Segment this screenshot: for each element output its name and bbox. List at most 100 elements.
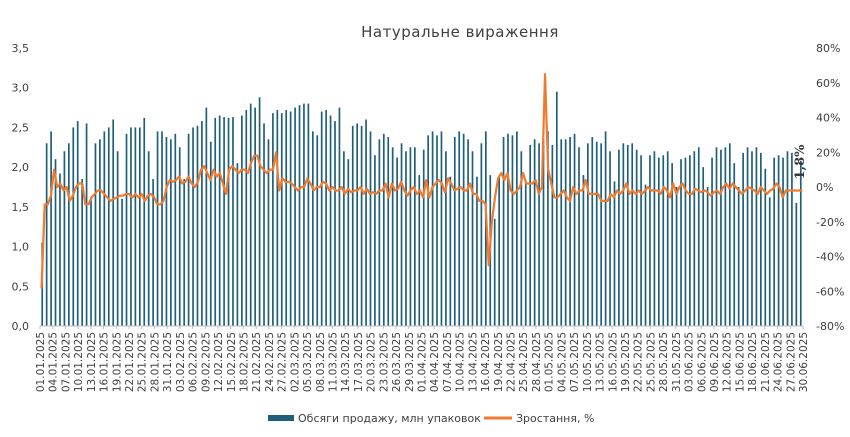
bar (777, 155, 780, 326)
bar (564, 139, 567, 326)
bar (418, 175, 421, 326)
growth-line (40, 72, 803, 289)
x-tick-label: 29.03.2025 (404, 332, 416, 392)
x-tick-label: 05.03.2025 (302, 332, 314, 392)
bar (334, 121, 336, 326)
bar (329, 115, 332, 326)
bar (156, 131, 159, 326)
bar (294, 107, 296, 326)
bar (737, 187, 740, 326)
bar (720, 149, 722, 326)
x-tick-label: 03.02.2025 (175, 332, 187, 392)
bar (209, 141, 212, 326)
bar (445, 151, 447, 326)
y2-tick-label: 60% (816, 77, 840, 90)
bar (689, 155, 691, 326)
bar (369, 131, 372, 326)
bar (657, 157, 660, 326)
bar (555, 91, 558, 326)
bar (374, 155, 376, 326)
x-tick-label: 21.06.2025 (760, 332, 772, 392)
x-tick-label: 19.05.2025 (620, 332, 632, 392)
bar-series (41, 91, 802, 327)
bar (161, 131, 163, 326)
bar (391, 147, 394, 326)
x-tick-label: 10.01.2025 (73, 332, 85, 392)
bar (600, 143, 603, 326)
bar (702, 167, 705, 326)
bar (347, 159, 350, 326)
x-tick-label: 17.03.2025 (353, 332, 365, 392)
x-tick-label: 21.02.2025 (251, 332, 263, 392)
bar (693, 151, 696, 326)
bar (587, 143, 589, 326)
bar (245, 109, 248, 326)
x-tick-label: 09.06.2025 (709, 332, 721, 392)
bar (795, 202, 798, 326)
legend-label-bar: Обсяги продажу, млн упаковок (298, 412, 481, 425)
x-tick-label: 20.03.2025 (366, 332, 378, 392)
y2-tick-label: -20% (816, 216, 844, 229)
bar (76, 121, 79, 326)
x-tick-label: 28.05.2025 (658, 332, 670, 392)
x-tick-label: 01.01.2025 (35, 332, 47, 392)
bar (578, 147, 580, 326)
bar (285, 109, 288, 326)
bar (799, 160, 802, 326)
legend: Обсяги продажу, млн упаковок Зростання, … (268, 412, 594, 425)
bar (751, 151, 753, 326)
bar (387, 136, 390, 326)
x-tick-label: 07.01.2025 (60, 332, 72, 392)
bar (382, 133, 385, 326)
bar (760, 152, 762, 326)
bar (560, 139, 563, 326)
bar (72, 127, 75, 327)
x-tick-label: 14.03.2025 (340, 332, 352, 392)
bar (613, 181, 616, 326)
x-tick-label: 02.03.2025 (289, 332, 301, 392)
x-tick-label: 28.04.2025 (531, 332, 543, 392)
bar (267, 139, 270, 326)
bar (303, 103, 305, 326)
bar (498, 176, 500, 326)
y2-tick-label: -40% (816, 251, 844, 264)
bar (773, 157, 776, 326)
x-tick-label: 27.02.2025 (277, 332, 289, 392)
bar (493, 218, 496, 326)
bar (63, 151, 66, 326)
y-tick-label: 1,0 (12, 241, 30, 254)
x-tick-label: 30.06.2025 (798, 332, 810, 392)
x-tick-label: 16.04.2025 (480, 332, 492, 392)
x-tick-label: 04.04.2025 (429, 332, 441, 392)
bar (746, 147, 749, 326)
bar (85, 123, 88, 327)
x-tick-label: 16.05.2025 (607, 332, 619, 392)
bar (90, 198, 92, 326)
x-tick-label: 31.05.2025 (671, 332, 683, 392)
y2-tick-label: 80% (816, 42, 840, 55)
bar (768, 197, 771, 326)
x-tick-label: 12.02.2025 (213, 332, 225, 392)
x-axis: 01.01.2025 04.01.2025 07.01.2025 10.01.2025… (35, 325, 810, 392)
bar (201, 121, 203, 326)
y-tick-label: 3,5 (12, 42, 30, 55)
x-tick-label: 10.04.2025 (455, 332, 467, 392)
bar (502, 136, 505, 326)
bar (644, 184, 647, 326)
x-tick-label: 04.05.2025 (556, 332, 568, 392)
bar (170, 139, 172, 326)
x-tick-label: 07.05.2025 (569, 332, 581, 392)
bar (187, 133, 190, 326)
x-tick-label: 27.06.2025 (785, 332, 797, 392)
bar (121, 198, 123, 326)
bar (99, 139, 101, 326)
bar (742, 152, 744, 326)
bar (431, 131, 434, 326)
bar (134, 127, 137, 327)
bar (529, 144, 532, 326)
bar (440, 131, 443, 326)
bar (595, 141, 598, 326)
bar (236, 163, 239, 326)
bar (112, 119, 115, 327)
x-tick-label: 13.01.2025 (86, 332, 98, 392)
